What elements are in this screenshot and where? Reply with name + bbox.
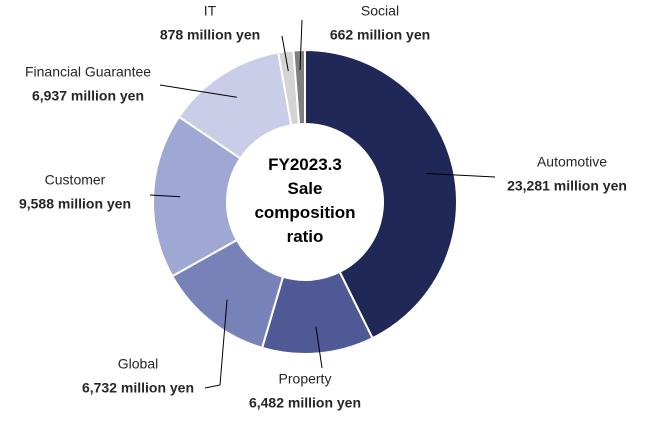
value-label: 662 million yen bbox=[330, 27, 430, 43]
center-title-line: composition bbox=[254, 203, 355, 222]
donut-slice bbox=[304, 48, 458, 340]
leader-line bbox=[159, 84, 237, 98]
value-label: 23,281 million yen bbox=[507, 178, 627, 194]
center-title-line: FY2023.3 bbox=[268, 155, 342, 174]
category-label: Automotive bbox=[537, 154, 607, 170]
category-label: Customer bbox=[45, 172, 106, 188]
value-label: 6,482 million yen bbox=[249, 395, 361, 411]
donut-slice bbox=[152, 115, 242, 278]
value-label: 9,588 million yen bbox=[19, 196, 131, 212]
category-label: IT bbox=[204, 3, 217, 19]
leader-line bbox=[426, 172, 496, 178]
center-title: FY2023.3 Sale composition ratio bbox=[254, 155, 355, 246]
leader-line bbox=[149, 194, 181, 198]
leader-line bbox=[315, 326, 323, 369]
category-label: Financial Guarantee bbox=[25, 64, 151, 80]
donut-slice bbox=[292, 48, 306, 126]
center-title-line: Sale bbox=[288, 179, 323, 198]
leader-line bbox=[204, 299, 228, 389]
category-label: Global bbox=[118, 356, 158, 372]
category-label: Social bbox=[361, 3, 399, 19]
center-title-line: ratio bbox=[287, 227, 324, 246]
value-label: 878 million yen bbox=[160, 27, 260, 43]
value-label: 6,732 million yen bbox=[82, 380, 194, 396]
category-label: Property bbox=[279, 371, 332, 387]
leader-line bbox=[281, 35, 289, 72]
leader-line bbox=[299, 19, 303, 71]
donut-hole bbox=[228, 125, 382, 279]
value-label: 6,937 million yen bbox=[32, 88, 144, 104]
